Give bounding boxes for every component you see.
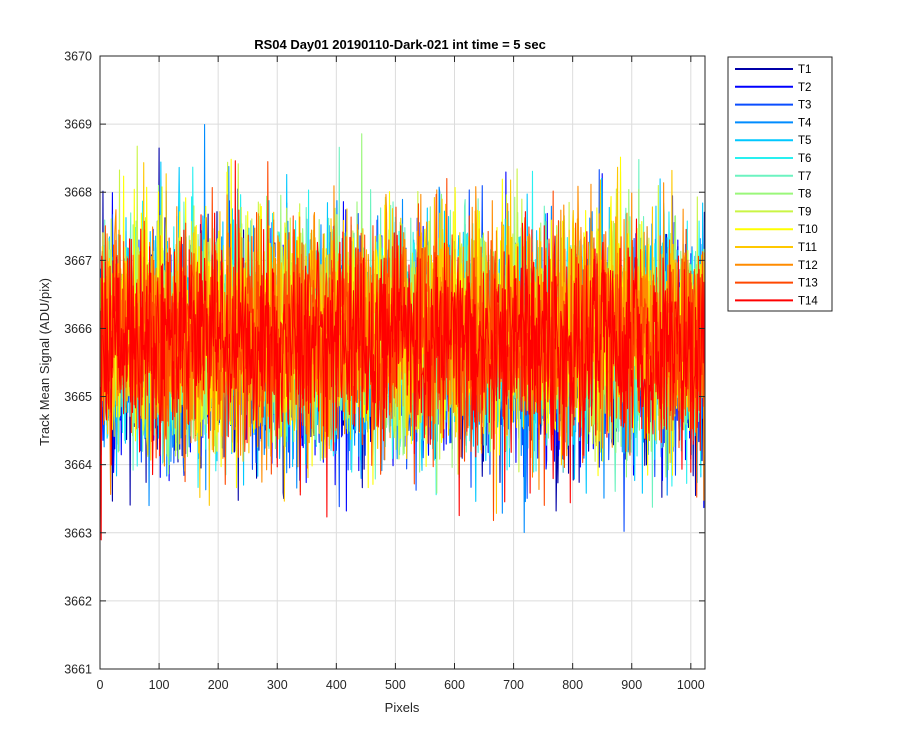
legend-label: T11 — [798, 242, 817, 254]
legend-item-t5: T5 — [735, 135, 811, 147]
legend-item-t11: T11 — [735, 242, 817, 254]
legend-items: T1 T2 T3 T4 T5 T6 T7 T8 T9 T10 T11 T12 T13 T14 — [735, 64, 818, 307]
x-axis-label: Pixels — [385, 700, 420, 715]
legend-label: T13 — [798, 278, 818, 290]
x-tick-label: 0 — [97, 678, 104, 692]
x-tick-label: 200 — [208, 678, 229, 692]
y-tick-label: 3669 — [64, 118, 92, 132]
legend-item-t9: T9 — [735, 206, 811, 218]
series-line-t14 — [100, 160, 705, 541]
legend-item-t7: T7 — [735, 171, 811, 183]
legend-item-t4: T4 — [735, 117, 812, 129]
legend-label: T10 — [798, 224, 818, 236]
y-tick-label: 3665 — [64, 390, 92, 404]
y-tick-label: 3666 — [64, 322, 92, 336]
legend-label: T12 — [798, 260, 818, 272]
x-tick-label: 500 — [385, 678, 406, 692]
y-tick-label: 3664 — [64, 458, 92, 472]
legend-item-t6: T6 — [735, 153, 811, 165]
legend: T1 T2 T3 T4 T5 T6 T7 T8 T9 T10 T11 T12 T13 T14 — [727, 56, 833, 312]
axis-ticks — [99, 55, 705, 670]
legend-label: T6 — [798, 153, 811, 165]
legend-label: T8 — [798, 189, 811, 201]
chart-title: RS04 Day01 20190110-Dark-021 int time = … — [254, 37, 546, 52]
y-tick-label: 3662 — [64, 594, 92, 608]
legend-item-t3: T3 — [735, 100, 811, 112]
legend-item-t1: T1 — [735, 64, 811, 76]
y-tick-label: 3663 — [64, 526, 92, 540]
plot-area — [100, 124, 705, 541]
legend-label: T4 — [798, 117, 812, 129]
y-tick-label: 3661 — [64, 663, 92, 677]
y-tick-label: 3667 — [64, 254, 92, 268]
legend-label: T5 — [798, 135, 811, 147]
legend-label: T9 — [798, 206, 811, 218]
series-lines — [100, 124, 705, 541]
x-tick-label: 100 — [149, 678, 170, 692]
axes-box — [99, 55, 706, 670]
x-tick-label: 800 — [562, 678, 583, 692]
y-tick-label: 3668 — [64, 186, 92, 200]
x-tick-labels: 0 100 200 300 400 500 600 700 800 900 1000 — [97, 678, 705, 692]
x-tick-label: 300 — [267, 678, 288, 692]
x-tick-label: 1000 — [677, 678, 705, 692]
legend-item-t14: T14 — [735, 295, 818, 307]
legend-label: T14 — [798, 295, 818, 307]
x-tick-label: 700 — [503, 678, 524, 692]
y-tick-labels: 3661 3662 3663 3664 3665 3666 3667 3668 3669 3670 — [64, 50, 92, 677]
legend-item-t12: T12 — [735, 260, 818, 272]
x-tick-label: 600 — [444, 678, 465, 692]
legend-item-t10: T10 — [735, 224, 818, 236]
x-tick-label: 900 — [621, 678, 642, 692]
legend-box — [727, 56, 833, 312]
x-tick-label: 400 — [326, 678, 347, 692]
legend-label: T7 — [798, 171, 811, 183]
y-tick-label: 3670 — [64, 50, 92, 64]
legend-label: T2 — [798, 82, 811, 94]
legend-label: T1 — [798, 64, 811, 76]
y-axis-label: Track Mean Signal (ADU/pix) — [37, 278, 52, 446]
legend-item-t13: T13 — [735, 278, 818, 290]
legend-item-t2: T2 — [735, 82, 811, 94]
legend-label: T3 — [798, 100, 811, 112]
legend-item-t8: T8 — [735, 189, 811, 201]
